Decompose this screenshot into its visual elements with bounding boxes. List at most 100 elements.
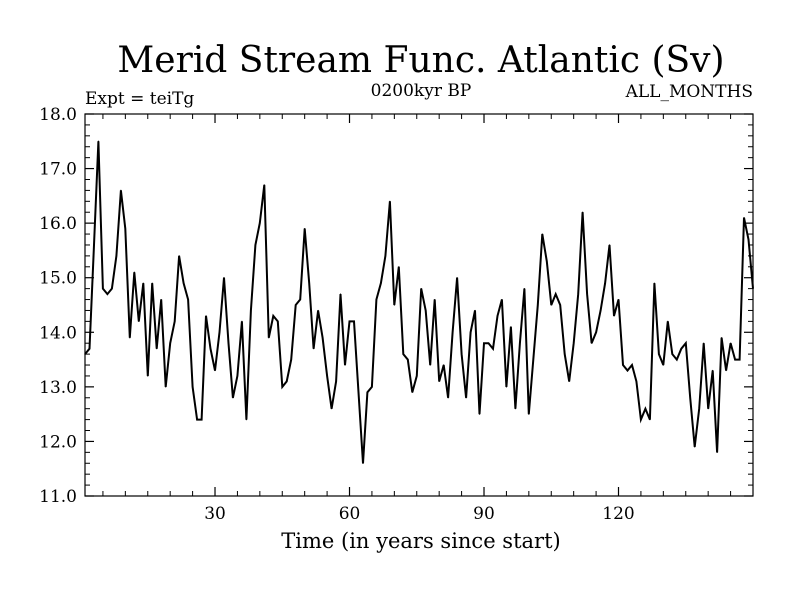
data-point [546, 260, 548, 262]
data-point [644, 408, 647, 410]
data-point [452, 331, 454, 333]
data-point [344, 364, 346, 366]
data-point [591, 342, 593, 344]
data-point [156, 348, 158, 350]
data-point [205, 315, 207, 317]
data-point [330, 408, 333, 410]
data-point [313, 348, 315, 350]
data-point [272, 315, 274, 317]
data-point [626, 369, 629, 372]
data-point [183, 282, 185, 284]
data-point [142, 282, 144, 284]
data-point [608, 244, 611, 246]
data-point [573, 342, 575, 344]
data-point [411, 391, 413, 393]
period-label: 0200kyr BP [371, 81, 472, 101]
data-point [389, 200, 391, 202]
data-point [743, 217, 745, 219]
x-tick-label: 30 [204, 504, 226, 524]
data-point [250, 309, 252, 312]
data-point [281, 386, 283, 388]
data-point [371, 386, 373, 388]
data-point [191, 386, 194, 388]
data-point [425, 309, 427, 312]
data-point [582, 211, 584, 213]
data-point [407, 358, 409, 361]
data-point [685, 342, 687, 344]
data-point [662, 364, 664, 366]
data-point [362, 462, 364, 464]
data-point [550, 304, 552, 306]
data-point [218, 331, 221, 333]
data-point [729, 342, 732, 344]
data-point [694, 446, 696, 448]
data-point [478, 413, 481, 415]
data-point [236, 375, 239, 377]
y-tick-label: 17.0 [39, 160, 77, 180]
data-point [286, 380, 288, 382]
data-point [568, 380, 570, 382]
data-point [653, 282, 655, 284]
data-point [223, 277, 225, 279]
data-point [465, 397, 467, 399]
data-point [299, 298, 301, 301]
data-point [416, 375, 418, 377]
data-point [721, 337, 723, 339]
data-point [707, 408, 709, 410]
data-point [241, 320, 243, 322]
data-point [456, 277, 458, 279]
data-point [169, 342, 171, 344]
y-tick-label: 12.0 [39, 432, 77, 452]
data-point [97, 140, 100, 142]
data-point [541, 233, 543, 235]
data-point [528, 413, 530, 415]
data-point [245, 419, 247, 421]
x-tick-label: 90 [473, 504, 495, 524]
data-point [667, 320, 669, 322]
data-point [106, 293, 109, 295]
data-point [335, 380, 337, 382]
data-point [129, 337, 131, 339]
y-tick-label: 14.0 [39, 323, 77, 343]
data-point [505, 386, 508, 388]
data-point [487, 342, 490, 344]
months-label: ALL_MONTHS [625, 82, 753, 102]
data-point [564, 353, 566, 355]
data-point [434, 298, 436, 301]
data-point [133, 271, 135, 273]
data-point [649, 419, 651, 421]
data-point [725, 369, 727, 372]
data-point [501, 298, 503, 301]
chart-title: Merid Stream Func. Atlantic (Sv) [117, 40, 724, 81]
data-point [586, 293, 588, 295]
data-point [263, 184, 265, 186]
data-point [277, 320, 279, 322]
data-point [443, 364, 445, 366]
data-point [734, 358, 736, 361]
data-point [93, 244, 95, 246]
data-point [375, 298, 378, 301]
x-tick-label: 120 [602, 504, 634, 524]
data-point [111, 288, 113, 290]
data-point [635, 380, 638, 382]
data-point [196, 419, 198, 421]
data-point [429, 364, 431, 366]
data-point [84, 353, 86, 355]
data-point [398, 266, 400, 268]
data-point [187, 298, 189, 301]
data-point [393, 304, 395, 306]
data-point [460, 353, 463, 355]
data-point [577, 293, 579, 295]
data-point [523, 288, 525, 290]
data-point [671, 353, 673, 355]
data-point [317, 309, 319, 312]
data-point [268, 337, 270, 339]
data-point [604, 282, 606, 284]
data-point [631, 364, 633, 366]
data-point [752, 288, 754, 290]
data-point [483, 342, 485, 344]
data-point [712, 369, 714, 372]
data-point [555, 293, 557, 295]
data-point [595, 331, 597, 333]
